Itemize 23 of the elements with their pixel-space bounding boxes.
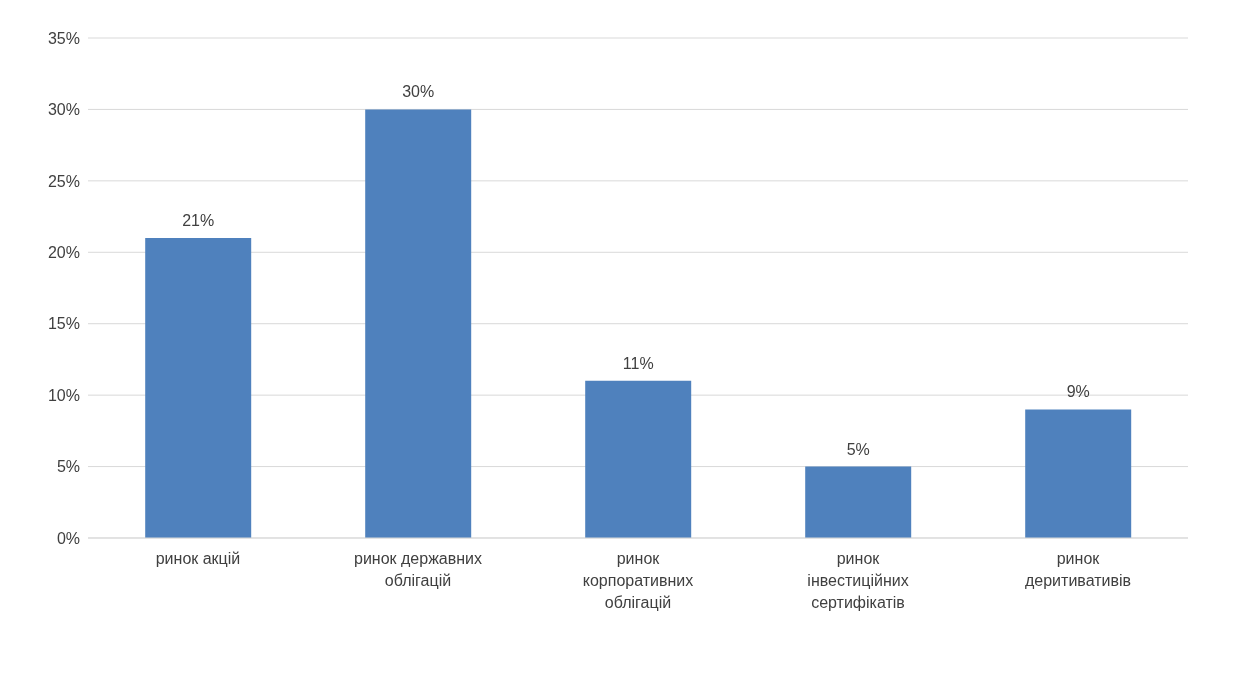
data-label: 9% xyxy=(1066,383,1090,401)
bar xyxy=(365,109,472,538)
y-tick-label: 5% xyxy=(56,458,80,476)
y-tick-label: 20% xyxy=(47,243,80,261)
data-label: 11% xyxy=(622,354,654,372)
bar xyxy=(145,238,252,538)
x-tick-label: ринок акцій xyxy=(155,550,241,567)
data-label: 21% xyxy=(182,212,215,229)
x-tick-label: ринок інвестиційних сертифікатів xyxy=(807,550,909,611)
x-tick-label: ринок корпоративних облігацій xyxy=(582,550,694,611)
bar xyxy=(585,380,692,538)
bar xyxy=(805,466,912,538)
y-tick-label: 0% xyxy=(56,529,80,547)
data-label: 5% xyxy=(846,440,870,458)
x-tick-label: ринок деритивативів xyxy=(1024,550,1132,589)
y-tick-label: 30% xyxy=(47,101,80,119)
y-tick-label: 25% xyxy=(47,172,80,190)
y-tick-label: 35% xyxy=(47,29,80,47)
data-label: 30% xyxy=(402,83,435,101)
y-tick-label: 15% xyxy=(47,315,80,333)
x-tick-label: ринок державних облігацій xyxy=(353,550,483,589)
bar xyxy=(1025,409,1132,538)
y-tick-label: 10% xyxy=(47,386,80,404)
